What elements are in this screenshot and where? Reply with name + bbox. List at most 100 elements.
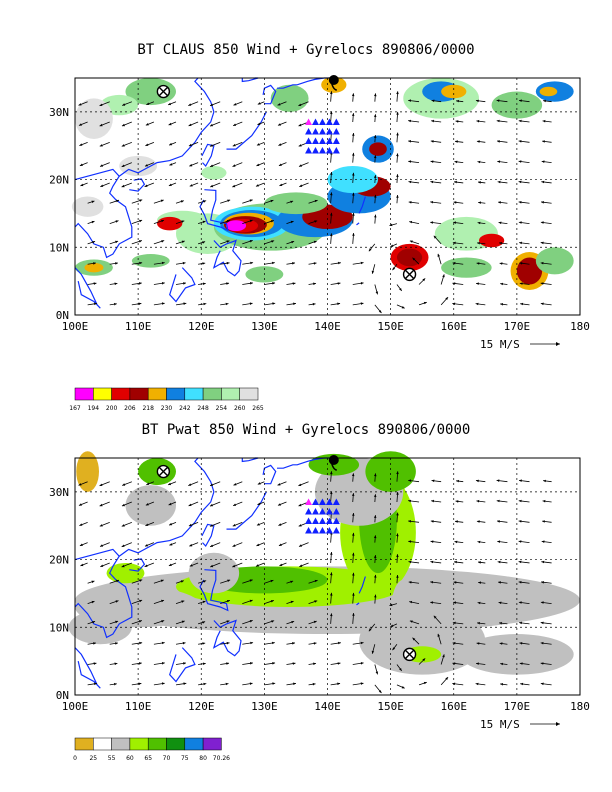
panel2-wind-arrowhead [378,690,382,693]
panel1-wind-arrowhead [330,111,333,115]
panel1-wind-arrowhead [256,163,260,166]
panel1-wind-arrowhead [396,132,399,136]
panel2-x-tick-label: 140E [314,700,341,713]
panel2-wind-arrowhead [360,682,364,685]
panel1-gyre-triangle [332,118,340,126]
panel1-y-tick-label: 20N [49,174,69,187]
panel1-wind-arrowhead [478,181,481,184]
panel1-wind-arrowhead [290,220,294,224]
panel2-wind-arrowhead [233,503,237,506]
marker-cross [158,467,168,477]
panel2-wind-arrowhead [477,621,480,625]
panel1-field-blob [225,220,247,232]
panel1-wind-arrowhead [226,240,230,243]
panel1-coastline [129,178,146,192]
panel1-wind-arrowhead [121,164,125,167]
panel1-wind-arrowhead [92,241,96,244]
panel1-field-blob [270,84,309,112]
panel1-wind-arrowhead [499,262,503,265]
panel1-wind-arrowhead [408,201,412,204]
panel1-wind-arrowhead [408,119,411,123]
panel1-wind-arrowhead [373,135,377,138]
panel1-title: BT CLAUS 850 Wind + Gyrelocs 890806/0000 [137,42,475,58]
panel2-wind-arrowhead [456,479,459,483]
panel1-gyre-triangle [332,137,340,144]
panel2-wind-arrowhead [408,479,411,482]
panel1-wind-arrowhead [337,302,341,306]
panel1-wind-arrowhead [278,123,281,126]
panel2-coastline [74,647,101,689]
panel1-wind-arrowhead [541,201,544,204]
panel2-wind-arrowhead [374,574,377,578]
panel2-wind-arrowhead [453,581,457,584]
panel1-wind-arrowhead [115,240,119,244]
panel2-wind-arrowhead [138,662,142,665]
panel2-wind-arrowhead [373,515,377,518]
panel2-x-tick-label: 170E [504,700,531,713]
panel1-wind-arrowhead [272,302,276,305]
panel1-wind-arrowhead [352,212,355,216]
panel1-wind-arrowhead [330,192,333,196]
panel2-wind-arrowhead [408,560,412,564]
panel1-colorbar-swatch [129,387,149,401]
panel1-wind-arrowhead [453,221,456,224]
marker-cross [405,269,415,279]
panel2-colorbar-label: 0 [73,755,77,762]
panel2-wind-arrowhead [540,682,544,686]
panel1-coastline [358,196,366,214]
panel1-wind-arrowhead [313,282,316,286]
panel1-wind-arrowhead [389,223,393,227]
panel1-wind-arrowhead [78,103,82,106]
panel1-wind-arrowhead [338,261,341,265]
panel2-field-blob [359,606,486,675]
panel1-wind-arrowhead [519,241,522,245]
panel2-wind-arrowhead [475,479,479,483]
panel1-wind-arrowhead [351,113,355,116]
panel1-wind-arrowhead [313,262,317,265]
panel2-wind-arrowhead [249,599,253,603]
panel1-wind-arrowhead [497,160,501,163]
panel1-wind-arrowhead [180,200,184,203]
panel1-wind-arrowhead [203,200,207,203]
panel2-wind-arrowhead [188,503,192,506]
panel2-wind-arrowhead [93,662,97,665]
panel2-coastline [201,523,215,548]
panel1-wind-arrowhead [374,214,377,218]
panel2-wind-arrowhead [291,621,295,624]
panel1-wind-arrowhead [202,241,206,244]
panel1-gyre-triangle [325,118,333,126]
panel2-wind-arrowhead [210,503,213,507]
panel2-wind-arrowhead [100,544,103,547]
panel2-colorbar-label: 60 [126,755,134,762]
panel1-colorbar-swatch [239,387,259,401]
panel2-wind-arrowhead [121,524,125,527]
panel1-wind-arrowhead [478,201,481,204]
panel1-wind-arrowhead [477,221,481,225]
panel1-wind-arrowhead [371,270,375,274]
panel2-colorbar-label: 25 [89,755,97,762]
panel1-wind-arrowhead [161,261,165,265]
panel1-wind-arrowhead [430,221,434,224]
panel1-wind-arrowhead [188,103,192,106]
panel1-wind-arrowhead [430,180,434,184]
panel1-colorbar-label: 242 [179,405,191,412]
panel2-wind-arrowhead [181,620,185,624]
panel1-wind-arrowhead [169,163,173,166]
panel1-gyre-triangle [325,137,333,144]
panel2-wind-arrowhead [161,682,165,685]
panel2-wind-arrowhead [114,662,118,666]
panel2-wind-arrowhead [250,662,253,665]
panel2-wind-arrowhead [431,479,435,483]
panel2-colorbar-swatch [184,737,204,751]
panel2-wind-arrowhead [314,600,318,603]
panel1-wind-arrowhead [540,261,544,265]
panel2-wind-arrowhead [169,543,173,546]
panel1-wind-arrowhead [452,261,456,265]
panel1-wind-arrowhead [543,99,546,103]
panel1-wind-arrowhead [500,282,503,286]
panel2-wind-arrowhead [114,682,117,686]
panel2-wind-arrowhead [422,658,426,662]
panel2-colorbar-label: 70 [163,755,171,762]
panel1-gyre-triangle [312,118,320,126]
panel2-wind-arrowhead [352,552,355,556]
